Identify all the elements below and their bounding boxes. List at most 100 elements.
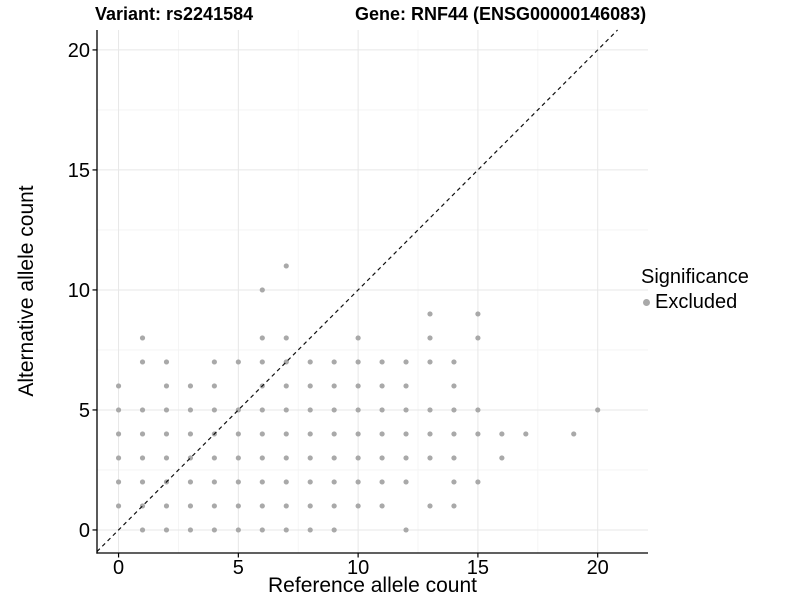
data-point [163, 455, 170, 461]
data-point [451, 431, 457, 437]
legend: Significance Excluded [641, 266, 749, 314]
data-point [235, 455, 241, 461]
data-point [475, 479, 481, 485]
data-point [331, 455, 337, 461]
data-point [235, 479, 241, 485]
data-point [427, 431, 433, 437]
data-point [331, 407, 337, 413]
gene-title: Gene: RNF44 (ENSG00000146083) [355, 4, 647, 24]
data-point [283, 431, 289, 437]
data-point [259, 287, 265, 293]
data-point [259, 455, 265, 461]
data-point [379, 455, 385, 461]
data-point [283, 383, 289, 389]
x-tick-label: 20 [587, 557, 609, 579]
data-point [283, 527, 289, 533]
data-point [139, 455, 146, 461]
data-point [523, 431, 529, 437]
data-point [331, 527, 337, 533]
data-point [139, 479, 146, 485]
data-point [211, 359, 217, 365]
data-point [403, 527, 409, 533]
data-point [259, 503, 265, 509]
data-point [379, 479, 385, 485]
data-point [379, 503, 385, 509]
y-axis-title: Alternative allele count [15, 185, 38, 397]
data-point [115, 407, 122, 413]
data-point [163, 407, 170, 413]
data-point [211, 479, 217, 485]
data-point [163, 431, 170, 437]
data-point [235, 359, 241, 365]
data-point [379, 431, 385, 437]
data-point [475, 335, 481, 341]
data-point [355, 479, 361, 485]
x-tick-label: 0 [113, 557, 124, 579]
data-point [259, 407, 265, 413]
data-point [283, 503, 289, 509]
data-point [211, 455, 217, 461]
data-point [187, 479, 194, 485]
data-point [307, 383, 313, 389]
data-point [427, 335, 433, 341]
data-point [355, 455, 361, 461]
data-point [331, 383, 337, 389]
data-point [283, 479, 289, 485]
data-point [307, 503, 313, 509]
data-point [451, 383, 457, 389]
data-point [451, 479, 457, 485]
data-point [139, 527, 146, 533]
data-point [163, 503, 170, 509]
data-point [187, 407, 194, 413]
data-point [427, 455, 433, 461]
data-point [475, 407, 481, 413]
data-point [139, 335, 146, 341]
data-point [283, 263, 289, 269]
data-point [283, 455, 289, 461]
data-point [451, 407, 457, 413]
excluded-point-icon [643, 299, 650, 306]
identity-reference-line [96, 29, 618, 552]
data-point [403, 359, 409, 365]
data-point [187, 383, 194, 389]
x-tick-label: 15 [467, 557, 489, 579]
legend-item-label: Excluded [655, 291, 738, 313]
y-tick-label: 15 [68, 160, 90, 182]
data-point [427, 407, 433, 413]
data-point [331, 479, 337, 485]
data-point [475, 431, 481, 437]
data-point [595, 407, 601, 413]
data-point [331, 431, 337, 437]
data-point [163, 359, 170, 365]
data-point [115, 431, 122, 437]
data-point [235, 431, 241, 437]
data-point [331, 359, 337, 365]
data-point [355, 407, 361, 413]
data-point [355, 431, 361, 437]
data-point [427, 311, 433, 317]
data-point [379, 359, 385, 365]
data-point [451, 503, 457, 509]
data-point [427, 359, 433, 365]
data-point [235, 503, 241, 509]
y-tick-label: 0 [79, 520, 90, 542]
data-point [259, 527, 265, 533]
data-point [259, 335, 265, 341]
x-axis-title: Reference allele count [268, 574, 477, 597]
data-point [211, 407, 217, 413]
y-tick-label: 5 [79, 400, 90, 422]
data-point [355, 359, 361, 365]
data-point [187, 431, 194, 437]
data-point [307, 359, 313, 365]
data-point [571, 431, 577, 437]
data-point [115, 455, 122, 461]
data-point [403, 455, 409, 461]
data-point [379, 383, 385, 389]
data-point [499, 455, 505, 461]
data-point [235, 527, 241, 533]
legend-title: Significance [641, 266, 749, 288]
y-tick-label: 10 [68, 280, 90, 302]
data-point [139, 407, 146, 413]
